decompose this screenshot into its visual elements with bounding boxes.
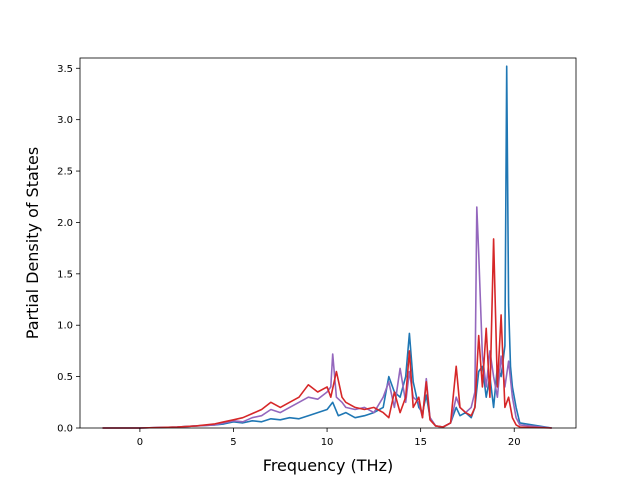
y-tick-label: 1.5 (57, 269, 73, 280)
x-tick-label: 0 (137, 437, 143, 448)
y-tick-label: 2.0 (57, 218, 73, 229)
x-tick-label: 15 (414, 437, 427, 448)
y-tick-label: 3.5 (57, 64, 73, 75)
y-tick-label: 3.0 (57, 115, 73, 126)
series-line-2 (102, 238, 552, 429)
x-tick-label: 10 (321, 437, 334, 448)
y-tick-label: 0.5 (57, 372, 73, 383)
y-tick-label: 1.0 (57, 321, 73, 332)
series-layer (102, 65, 552, 429)
x-tick-label: 5 (230, 437, 236, 448)
x-axis-label: Frequency (THz) (263, 456, 393, 475)
y-tick-label: 2.5 (57, 167, 73, 178)
y-ticks: 0.0 0.5 1.0 1.5 2.0 2.5 3.0 3.5 (57, 64, 80, 435)
x-tick-label: 20 (508, 437, 521, 448)
axes-frame (79, 57, 577, 429)
y-tick-label: 0.0 (57, 424, 73, 435)
y-axis-label: Partial Density of States (23, 147, 42, 339)
series-line-1 (102, 206, 552, 429)
x-ticks: 0 5 10 15 20 (137, 428, 521, 448)
